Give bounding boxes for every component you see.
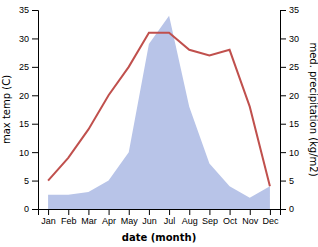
tick-mark [280,181,286,182]
tick-mark [48,209,49,215]
tick-label: Jul [164,216,176,226]
tick-mark [280,38,286,39]
tick-mark [280,152,286,153]
tick-mark [209,209,210,215]
tick: 5 [280,176,294,186]
y2-axis-title: med. precipitation (kg/m2) [308,42,318,176]
tick: 25 [280,62,299,72]
tick-mark [280,124,286,125]
tick-mark [32,124,38,125]
tick: Feb [61,209,77,226]
tick-label: 35 [19,5,29,15]
tick: 15 [280,119,299,129]
tick: 10 [19,148,38,158]
tick-mark [230,209,231,215]
tick-label: Dec [262,216,279,226]
tick: Mar [81,209,97,226]
tick-mark [32,95,38,96]
plot: Jan Feb Mar Apr MayJun Jul Aug Sep Oct NovDec 0 5 10… [19,5,299,226]
tick-label: 35 [289,5,299,15]
tick: 0 [280,204,294,214]
tick: May [121,209,139,226]
tick-mark [32,38,38,39]
tick-mark [88,209,89,215]
tick-label: 30 [19,34,29,44]
tick-label: 30 [289,34,299,44]
tick-label: 10 [289,148,299,158]
tick: Nov [242,209,259,226]
tick-mark [32,181,38,182]
tick-label: Nov [242,216,259,226]
tick-mark [32,10,38,11]
tick: Apr [102,209,116,226]
tick: 35 [19,5,38,15]
tick-mark [32,67,38,68]
tick: Jun [142,209,157,226]
tick-mark [169,209,170,215]
area [48,16,270,209]
tick-label: 20 [19,91,29,101]
tick-label: 10 [19,148,29,158]
tick: 20 [280,91,299,101]
tick-mark [280,95,286,96]
tick: 30 [19,34,38,44]
tick-label: 25 [289,62,299,72]
tick: Jul [164,209,176,226]
x-axis-title: date (month) [122,232,196,243]
tick-label: May [121,216,139,226]
tick: Jan [41,209,56,226]
tick-mark [109,209,110,215]
y-axis-title: max temp (C) [1,75,12,144]
tick: 5 [24,176,38,186]
tick-mark [129,209,130,215]
tick-label: Oct [223,216,238,226]
tick-mark [68,209,69,215]
axis-line [281,11,287,210]
tick-label: Sep [202,216,218,226]
tick-label: Feb [61,216,77,226]
tick-mark [32,209,38,210]
y-axis: 0 5 10 15 20 25 30 35 [19,5,39,214]
tick: 30 [280,34,299,44]
tick-mark [270,209,271,215]
tick: 20 [19,91,38,101]
axis-line [39,210,281,216]
tick-label: 0 [24,204,29,214]
tick-label: 0 [289,204,294,214]
axis-line [32,11,39,210]
tick-mark [250,209,251,215]
tick-label: Aug [182,216,198,226]
tick-mark [280,10,286,11]
tick: 25 [19,62,38,72]
tick: Dec [262,209,279,226]
marks [48,16,270,209]
tick-label: 5 [289,176,294,186]
tick-label: Jun [142,216,157,226]
tick-label: 25 [19,62,29,72]
y2-axis: 0 5 10 15 20 25 30 35 [280,5,299,214]
tick: Sep [202,209,218,226]
tick-label: Jan [41,216,56,226]
tick-mark [280,67,286,68]
tick-label: Mar [81,216,97,226]
tick: Aug [182,209,198,226]
tick-label: 15 [19,119,29,129]
tick-mark [32,152,38,153]
tick: 10 [280,148,299,158]
tick: 0 [24,204,38,214]
chart: Jan Feb Mar Apr MayJun Jul Aug Sep Oct NovDec 0 5 10… [0,0,318,247]
tick: 35 [280,5,299,15]
tick-label: 20 [289,91,299,101]
x-axis: Jan Feb Mar Apr MayJun Jul Aug Sep Oct NovDec [39,209,281,226]
tick-label: 5 [24,176,29,186]
tick-label: 15 [289,119,299,129]
tick: Oct [223,209,238,226]
tick: 15 [19,119,38,129]
tick-mark [149,209,150,215]
tick-label: Apr [102,216,116,226]
line [48,33,270,187]
tick-mark [189,209,190,215]
tick-mark [280,209,286,210]
